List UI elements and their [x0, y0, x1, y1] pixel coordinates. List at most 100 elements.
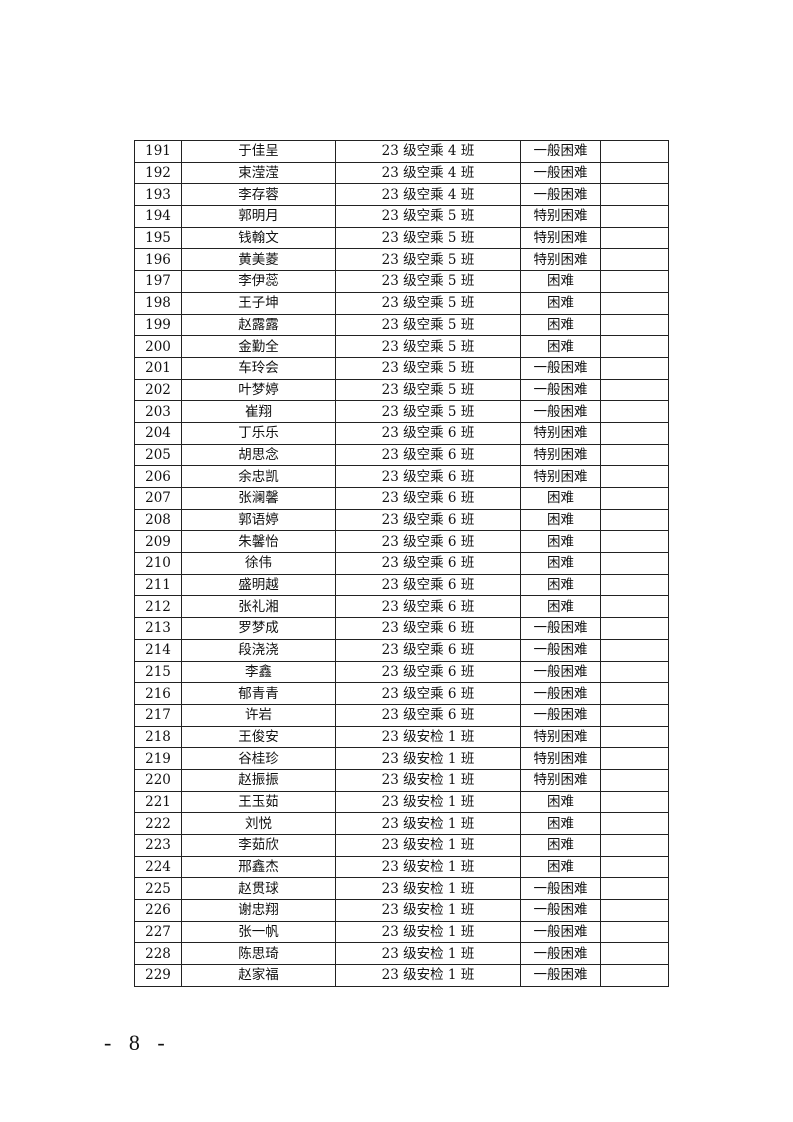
- student-name-cell: 王子坤: [181, 291, 336, 315]
- student-name-cell: 李茹欣: [181, 834, 336, 857]
- class-name-cell: 23 级空乘 5 班: [335, 356, 521, 380]
- remarks-cell: [600, 356, 669, 380]
- class-name-cell: 23 级安检 1 班: [335, 942, 521, 966]
- difficulty-level-cell: 困难: [520, 487, 601, 510]
- class-name-cell: 23 级空乘 5 班: [335, 400, 521, 423]
- difficulty-level-cell: 一般困难: [520, 378, 601, 402]
- table-row: 193 李存蓉 23 级空乘 4 班一般困难: [134, 183, 669, 207]
- table-row: 213 罗梦成 23 级空乘 6 班一般困难: [134, 617, 669, 640]
- difficulty-level-cell: 困难: [520, 595, 601, 619]
- difficulty-level-cell: 一般困难: [520, 617, 601, 640]
- remarks-cell: [600, 508, 669, 532]
- table-row: 224 邢鑫杰 23 级安检 1 班困难: [134, 855, 669, 879]
- class-name-cell: 23 级空乘 6 班: [335, 530, 521, 554]
- student-name-cell: 陈思琦: [181, 942, 336, 966]
- remarks-cell: [600, 920, 669, 944]
- remarks-cell: [600, 703, 669, 727]
- class-name-cell: 23 级安检 1 班: [335, 964, 521, 987]
- remarks-cell: [600, 291, 669, 315]
- row-number-cell: 210: [134, 552, 182, 575]
- student-name-cell: 段浇浇: [181, 638, 336, 662]
- difficulty-level-cell: 一般困难: [520, 899, 601, 922]
- class-name-cell: 23 级空乘 6 班: [335, 508, 521, 532]
- student-name-cell: 朱馨怡: [181, 530, 336, 554]
- difficulty-level-cell: 特别困难: [520, 725, 601, 749]
- remarks-cell: [600, 465, 669, 488]
- difficulty-level-cell: 困难: [520, 508, 601, 532]
- class-name-cell: 23 级空乘 6 班: [335, 660, 521, 684]
- row-number-cell: 201: [134, 356, 182, 380]
- remarks-cell: [600, 877, 669, 901]
- student-name-cell: 于佳呈: [181, 140, 336, 163]
- row-number-cell: 198: [134, 291, 182, 315]
- difficulty-level-cell: 一般困难: [520, 161, 601, 185]
- class-name-cell: 23 级空乘 5 班: [335, 335, 521, 358]
- student-name-cell: 谷桂珍: [181, 747, 336, 770]
- remarks-cell: [600, 226, 669, 250]
- remarks-cell: [600, 942, 669, 966]
- table-row: 229 赵家福 23 级安检 1 班一般困难: [134, 964, 669, 987]
- remarks-cell: [600, 183, 669, 207]
- row-number-cell: 213: [134, 617, 182, 640]
- difficulty-level-cell: 困难: [520, 552, 601, 575]
- difficulty-level-cell: 一般困难: [520, 877, 601, 901]
- row-number-cell: 221: [134, 790, 182, 814]
- table-row: 219 谷桂珍 23 级安检 1 班特别困难: [134, 747, 669, 770]
- table-row: 203 崔翔 23 级空乘 5 班一般困难: [134, 400, 669, 423]
- difficulty-level-cell: 困难: [520, 834, 601, 857]
- remarks-cell: [600, 161, 669, 185]
- remarks-cell: [600, 378, 669, 402]
- table-row: 194 郭明月 23 级空乘 5 班特别困难: [134, 205, 669, 228]
- class-name-cell: 23 级安检 1 班: [335, 834, 521, 857]
- row-number-cell: 199: [134, 313, 182, 337]
- difficulty-level-cell: 困难: [520, 313, 601, 337]
- table-row: 214 段浇浇 23 级空乘 6 班一般困难: [134, 638, 669, 662]
- remarks-cell: [600, 248, 669, 272]
- difficulty-level-cell: 困难: [520, 573, 601, 597]
- student-name-cell: 邢鑫杰: [181, 855, 336, 879]
- table-row: 222 刘悦 23 级安检 1 班困难: [134, 812, 669, 835]
- class-name-cell: 23 级空乘 5 班: [335, 248, 521, 272]
- difficulty-level-cell: 困难: [520, 335, 601, 358]
- table-row: 207 张澜馨 23 级空乘 6 班困难: [134, 487, 669, 510]
- difficulty-level-cell: 困难: [520, 270, 601, 293]
- difficulty-level-cell: 特别困难: [520, 248, 601, 272]
- remarks-cell: [600, 595, 669, 619]
- row-number-cell: 223: [134, 834, 182, 857]
- difficulty-level-cell: 一般困难: [520, 703, 601, 727]
- student-name-cell: 张一帆: [181, 920, 336, 944]
- class-name-cell: 23 级空乘 6 班: [335, 682, 521, 705]
- remarks-cell: [600, 964, 669, 987]
- table-row: 191 于佳呈 23 级空乘 4 班一般困难: [134, 140, 669, 163]
- row-number-cell: 196: [134, 248, 182, 272]
- student-name-cell: 郁青青: [181, 682, 336, 705]
- class-name-cell: 23 级空乘 6 班: [335, 573, 521, 597]
- difficulty-level-cell: 一般困难: [520, 920, 601, 944]
- difficulty-level-cell: 困难: [520, 291, 601, 315]
- student-name-cell: 谢忠翔: [181, 899, 336, 922]
- row-number-cell: 215: [134, 660, 182, 684]
- difficulty-level-cell: 一般困难: [520, 942, 601, 966]
- remarks-cell: [600, 530, 669, 554]
- difficulty-level-cell: 特别困难: [520, 443, 601, 467]
- student-name-cell: 叶梦婷: [181, 378, 336, 402]
- student-name-cell: 黄美菱: [181, 248, 336, 272]
- row-number-cell: 202: [134, 378, 182, 402]
- row-number-cell: 214: [134, 638, 182, 662]
- remarks-cell: [600, 899, 669, 922]
- remarks-cell: [600, 834, 669, 857]
- row-number-cell: 222: [134, 812, 182, 835]
- row-number-cell: 203: [134, 400, 182, 423]
- class-name-cell: 23 级空乘 4 班: [335, 140, 521, 163]
- class-name-cell: 23 级空乘 6 班: [335, 487, 521, 510]
- remarks-cell: [600, 443, 669, 467]
- remarks-cell: [600, 313, 669, 337]
- row-number-cell: 208: [134, 508, 182, 532]
- row-number-cell: 193: [134, 183, 182, 207]
- row-number-cell: 197: [134, 270, 182, 293]
- remarks-cell: [600, 812, 669, 835]
- row-number-cell: 194: [134, 205, 182, 228]
- student-name-cell: 王俊安: [181, 725, 336, 749]
- remarks-cell: [600, 270, 669, 293]
- remarks-cell: [600, 617, 669, 640]
